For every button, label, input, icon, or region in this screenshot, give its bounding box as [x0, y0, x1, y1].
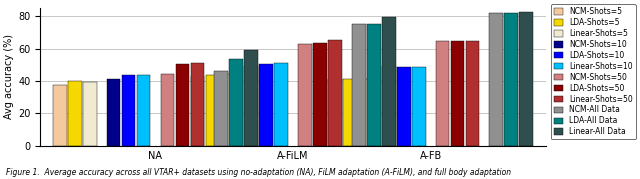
Bar	[352, 24, 365, 146]
Bar	[504, 13, 518, 146]
Bar	[83, 82, 97, 146]
Bar	[205, 75, 220, 146]
Bar	[490, 13, 503, 146]
Bar	[382, 17, 396, 146]
Bar	[259, 64, 273, 146]
Y-axis label: Avg accuracy (%): Avg accuracy (%)	[4, 35, 14, 119]
Bar	[298, 44, 312, 146]
Bar	[275, 63, 288, 146]
Bar	[466, 41, 479, 146]
Bar	[244, 66, 258, 146]
Bar	[244, 50, 258, 146]
Bar	[53, 85, 67, 146]
Bar	[358, 79, 372, 146]
Bar	[161, 74, 174, 146]
Text: Figure 1.  Average accuracy across all VTAR+ datasets using no-adaptation (NA), : Figure 1. Average accuracy across all VT…	[6, 168, 511, 177]
Bar	[367, 24, 381, 146]
Bar	[328, 40, 342, 146]
Bar	[137, 75, 150, 146]
Bar	[343, 79, 357, 146]
Bar	[313, 43, 327, 146]
Bar	[382, 66, 396, 146]
Legend: NCM-Shots=5, LDA-Shots=5, Linear-Shots=5, NCM-Shots=10, LDA-Shots=10, Linear-Sho: NCM-Shots=5, LDA-Shots=5, Linear-Shots=5…	[551, 4, 636, 139]
Bar	[520, 12, 533, 146]
Bar	[229, 59, 243, 146]
Bar	[214, 71, 228, 146]
Bar	[397, 67, 411, 146]
Bar	[451, 41, 465, 146]
Bar	[122, 74, 136, 146]
Bar	[328, 79, 342, 146]
Bar	[221, 74, 234, 146]
Bar	[436, 41, 449, 146]
Bar	[175, 64, 189, 146]
Bar	[107, 79, 120, 146]
Bar	[412, 67, 426, 146]
Bar	[191, 76, 204, 146]
Bar	[68, 81, 82, 146]
Bar	[191, 63, 204, 146]
